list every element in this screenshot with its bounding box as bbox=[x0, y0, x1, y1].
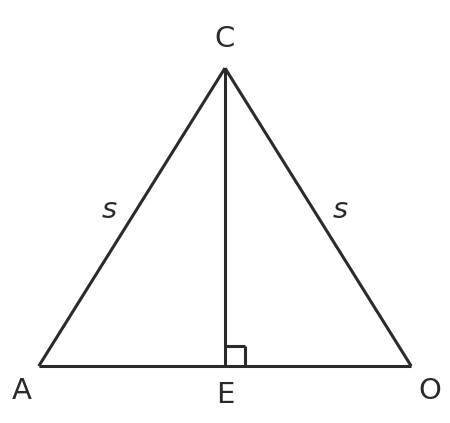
Text: s: s bbox=[333, 196, 348, 224]
Text: A: A bbox=[11, 377, 32, 405]
Text: E: E bbox=[216, 381, 234, 409]
Text: s: s bbox=[102, 196, 117, 224]
Text: O: O bbox=[418, 377, 441, 405]
Text: C: C bbox=[215, 25, 235, 53]
